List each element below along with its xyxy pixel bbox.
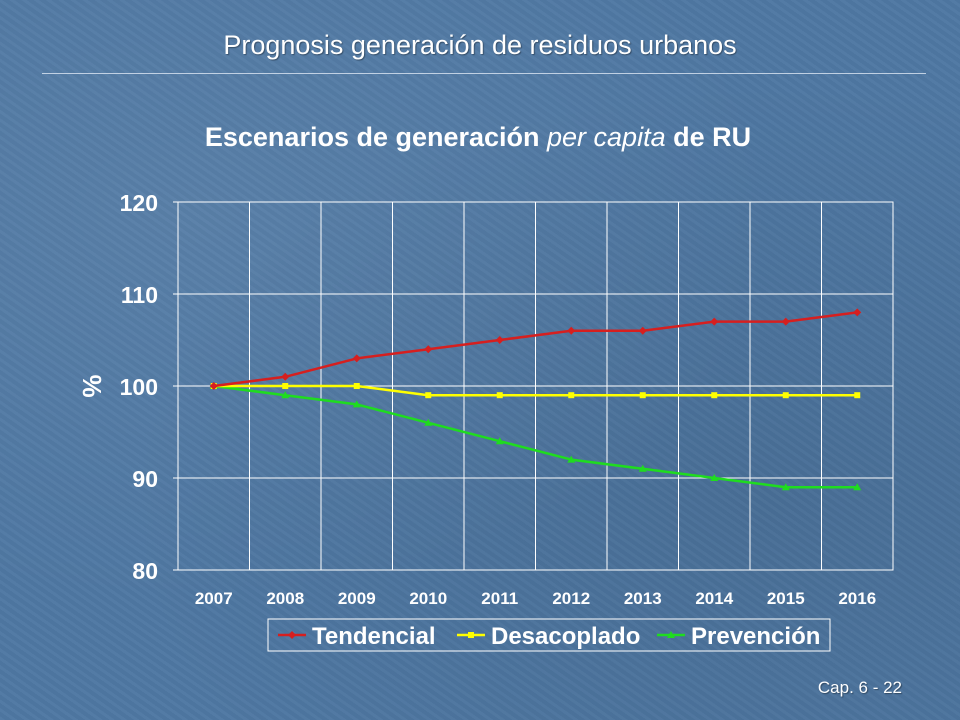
- data-point-tendencial: [853, 308, 862, 317]
- data-point-prevencin: [638, 464, 647, 472]
- chart-title: Escenarios de generación per capita de R…: [205, 122, 751, 152]
- data-point-tendencial: [495, 336, 504, 344]
- data-point-desacoplado: [711, 392, 718, 399]
- x-tick-label: 2010: [409, 589, 447, 608]
- data-point-desacoplado: [568, 392, 575, 399]
- legend-marker-prevencin: [667, 631, 675, 638]
- y-axis-ticks: 80 90 100 110 120: [120, 190, 178, 584]
- x-tick-label: 2009: [338, 589, 376, 608]
- series-line-tendencial: [213, 311, 858, 388]
- x-tick-label: 2011: [481, 589, 518, 608]
- chart-title-part: de RU: [666, 122, 752, 152]
- data-point-desacoplado: [353, 383, 360, 389]
- y-tick-label: 90: [132, 466, 158, 492]
- data-point-desacoplado: [854, 392, 861, 399]
- legend-box: [267, 618, 831, 652]
- slide-title: Prognosis generación de residuos urbanos: [223, 30, 737, 60]
- legend: Tendencial Desacoplado Prevención: [278, 623, 820, 650]
- data-point-prevencin: [853, 483, 862, 491]
- chart-title-part: per capita: [546, 122, 666, 152]
- legend-label-prevencin: Prevención: [691, 623, 820, 650]
- data-point-tendencial: [424, 345, 433, 354]
- data-point-prevencin: [352, 400, 361, 408]
- data-point-desacoplado: [496, 392, 503, 399]
- x-tick-label: 2014: [695, 589, 733, 608]
- y-tick-label: 110: [121, 282, 158, 308]
- x-tick-label: 2007: [195, 589, 233, 608]
- data-point-tendencial: [281, 372, 290, 381]
- x-tick-label: 2013: [624, 589, 662, 608]
- x-tick-label: 2008: [266, 589, 304, 608]
- x-tick-label: 2012: [552, 589, 590, 608]
- x-tick-label: 2015: [767, 589, 805, 608]
- data-point-prevencin: [281, 391, 290, 399]
- page-number: Cap. 6 - 22: [817, 678, 902, 697]
- legend-marker-desacoplado: [468, 632, 474, 638]
- data-point-desacoplado: [782, 392, 789, 399]
- data-point-tendencial: [209, 382, 218, 390]
- data-point-tendencial: [352, 354, 361, 363]
- series-line-desacoplado: [213, 384, 858, 397]
- data-point-prevencin: [495, 437, 504, 445]
- y-tick-label: 100: [120, 374, 158, 400]
- data-point-desacoplado: [282, 383, 289, 389]
- data-point-prevencin: [710, 474, 719, 481]
- data-point-tendencial: [710, 317, 719, 326]
- y-axis-label: %: [77, 374, 107, 397]
- legend-label-desacoplado: Desacoplado: [491, 623, 640, 650]
- data-point-prevencin: [781, 483, 790, 491]
- data-point-prevencin: [567, 455, 576, 463]
- data-point-tendencial: [638, 326, 647, 335]
- data-point-prevencin: [424, 418, 433, 426]
- data-point-desacoplado: [425, 392, 432, 399]
- legend-label-tendencial: Tendencial: [312, 623, 436, 650]
- title-divider: [42, 73, 926, 74]
- series-lines: [209, 308, 862, 491]
- y-tick-label: 120: [120, 190, 158, 216]
- series-line-prevencin: [213, 384, 858, 489]
- data-point-tendencial: [567, 326, 576, 335]
- legend-marker-tendencial: [288, 631, 296, 639]
- y-tick-label: 80: [132, 558, 158, 584]
- x-axis-ticks: 2007 2008 2009 2010 2011 2012 2013 2014 2015 2016: [195, 589, 876, 608]
- data-point-tendencial: [781, 317, 790, 326]
- chart-title-part: Escenarios de generación: [205, 122, 547, 152]
- x-tick-label: 2016: [838, 589, 876, 608]
- data-point-desacoplado: [639, 392, 646, 399]
